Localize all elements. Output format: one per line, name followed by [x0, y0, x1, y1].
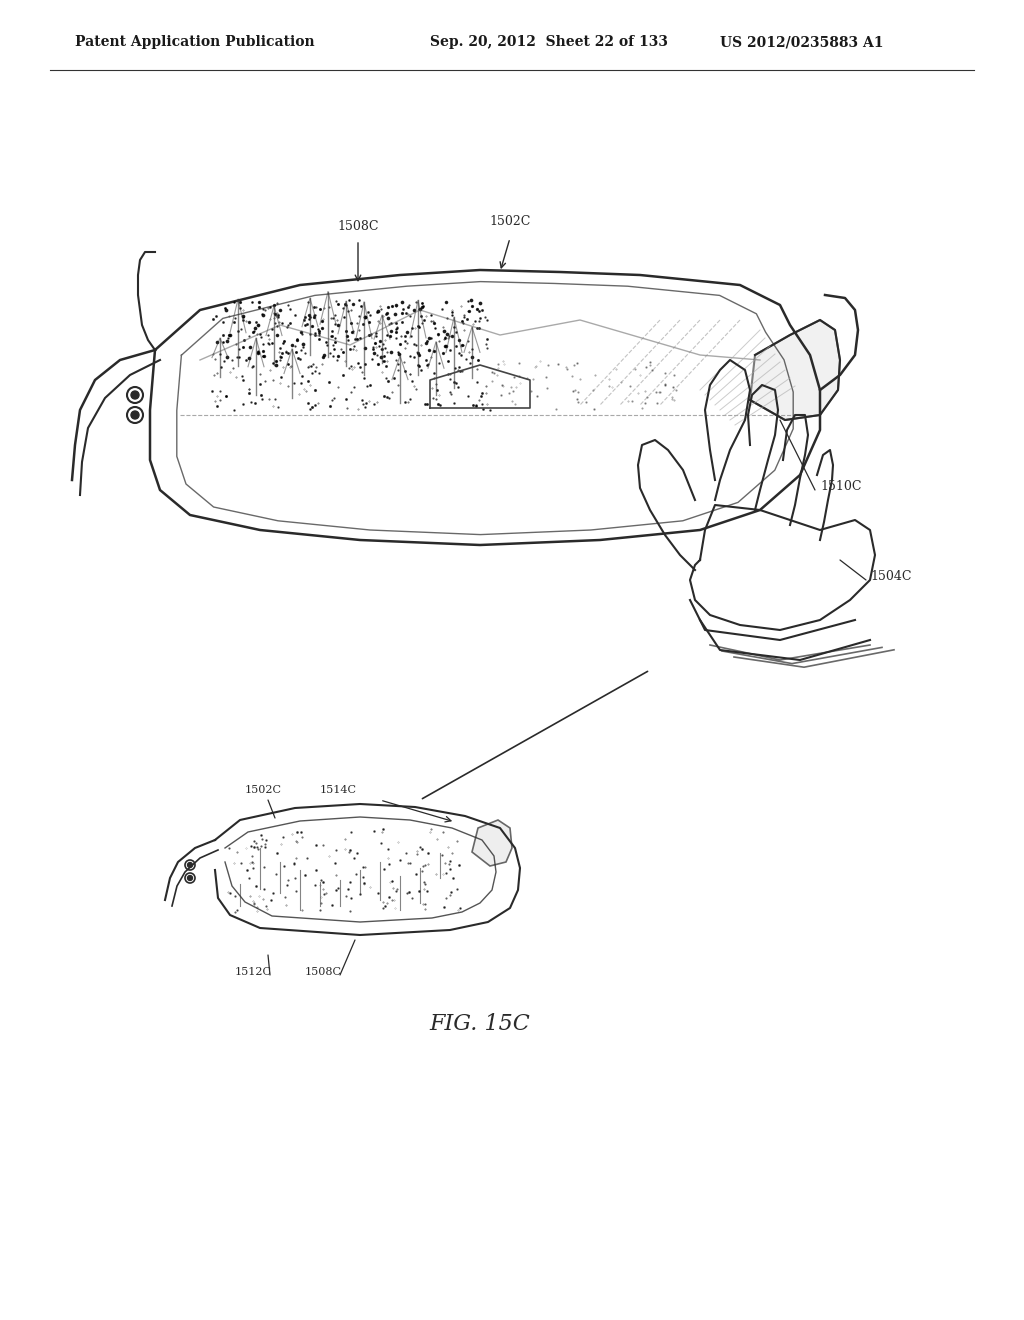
Text: 1508C: 1508C [305, 968, 342, 977]
Text: 1502C: 1502C [489, 215, 530, 228]
Text: Sep. 20, 2012  Sheet 22 of 133: Sep. 20, 2012 Sheet 22 of 133 [430, 36, 668, 49]
Text: US 2012/0235883 A1: US 2012/0235883 A1 [720, 36, 884, 49]
Text: 1504C: 1504C [870, 570, 911, 583]
Text: Patent Application Publication: Patent Application Publication [75, 36, 314, 49]
Text: FIG. 15C: FIG. 15C [430, 1012, 530, 1035]
Text: 1512C: 1512C [234, 968, 272, 977]
Text: 1508C: 1508C [337, 220, 379, 234]
Text: 1510C: 1510C [820, 480, 861, 492]
Polygon shape [750, 319, 840, 420]
Text: 1502C: 1502C [245, 785, 282, 795]
Circle shape [187, 862, 193, 867]
Circle shape [131, 391, 139, 399]
Circle shape [131, 411, 139, 418]
Text: 1514C: 1514C [319, 785, 357, 795]
Polygon shape [472, 820, 512, 866]
Circle shape [187, 875, 193, 880]
